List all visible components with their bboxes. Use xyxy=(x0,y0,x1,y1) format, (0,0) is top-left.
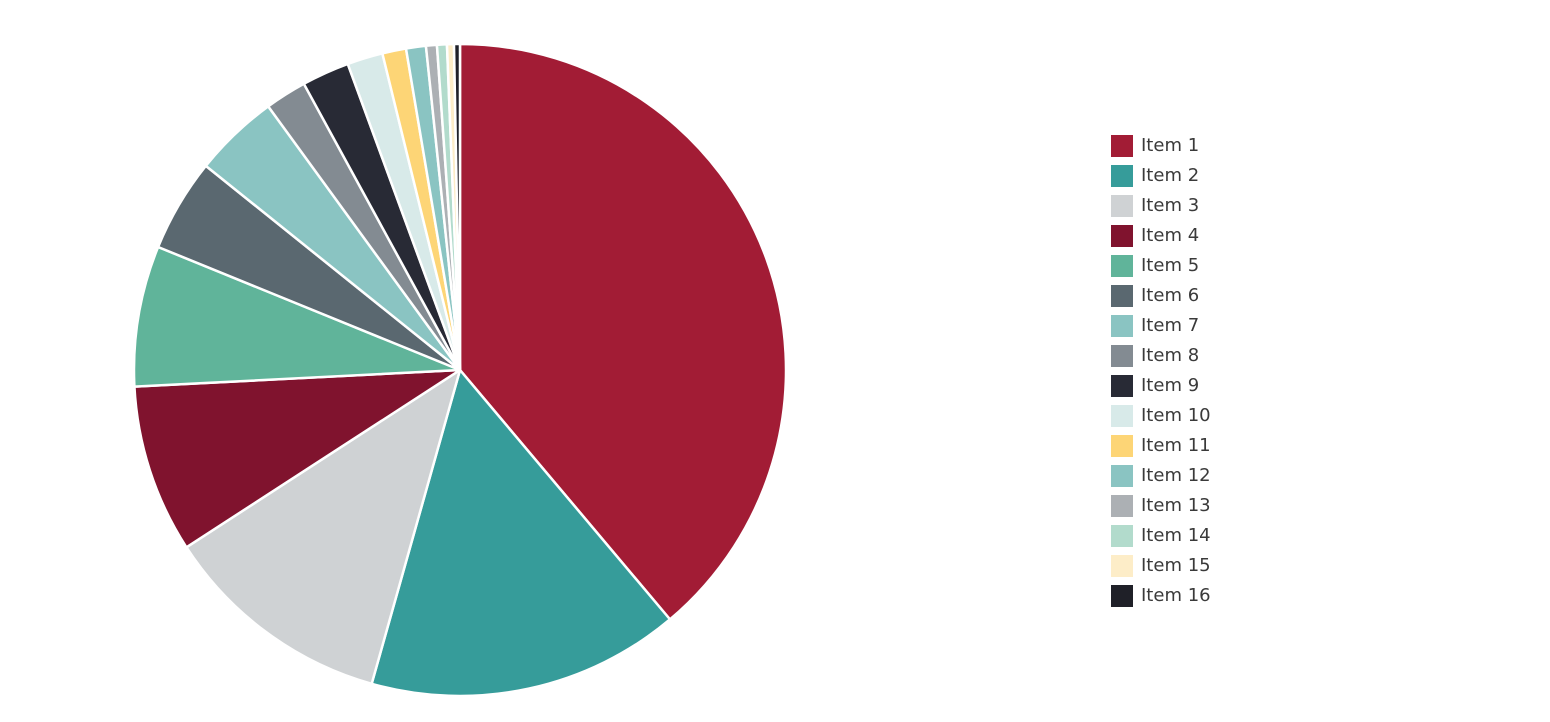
legend-label: Item 15 xyxy=(1141,555,1211,576)
legend-label: Item 3 xyxy=(1141,195,1200,216)
legend-label: Item 6 xyxy=(1141,285,1200,306)
legend-swatch xyxy=(1111,555,1133,577)
legend-label: Item 14 xyxy=(1141,525,1211,546)
legend-label: Item 13 xyxy=(1141,495,1211,516)
legend-label: Item 11 xyxy=(1141,435,1211,456)
chart-legend: Item 1 Item 2 Item 3 Item 4 Item 5 Item 6 Item… xyxy=(1111,131,1211,611)
legend-label: Item 10 xyxy=(1141,405,1211,426)
legend-swatch xyxy=(1111,315,1133,337)
legend-swatch xyxy=(1111,435,1133,457)
legend-item-6: Item 6 xyxy=(1111,281,1211,311)
legend-swatch xyxy=(1111,465,1133,487)
legend-label: Item 5 xyxy=(1141,255,1200,276)
legend-label: Item 4 xyxy=(1141,225,1200,246)
legend-item-4: Item 4 xyxy=(1111,221,1211,251)
pie-slice-1 xyxy=(458,42,788,621)
legend-swatch xyxy=(1111,195,1133,217)
legend-item-9: Item 9 xyxy=(1111,371,1211,401)
legend-item-2: Item 2 xyxy=(1111,161,1211,191)
legend-item-16: Item 16 xyxy=(1111,581,1211,611)
pie-slice-3 xyxy=(185,368,462,686)
legend-label: Item 12 xyxy=(1141,465,1211,486)
legend-swatch xyxy=(1111,585,1133,607)
legend-label: Item 7 xyxy=(1141,315,1200,336)
pie-slice-16 xyxy=(452,42,462,372)
legend-label: Item 2 xyxy=(1141,165,1200,186)
legend-label: Item 9 xyxy=(1141,375,1200,396)
legend-item-13: Item 13 xyxy=(1111,491,1211,521)
legend-swatch xyxy=(1111,225,1133,247)
legend-swatch xyxy=(1111,345,1133,367)
pie-slice-4 xyxy=(133,368,462,549)
legend-item-12: Item 12 xyxy=(1111,461,1211,491)
legend-item-11: Item 11 xyxy=(1111,431,1211,461)
legend-item-3: Item 3 xyxy=(1111,191,1211,221)
legend-swatch xyxy=(1111,375,1133,397)
legend-item-1: Item 1 xyxy=(1111,131,1211,161)
legend-swatch xyxy=(1111,165,1133,187)
legend-item-8: Item 8 xyxy=(1111,341,1211,371)
legend-swatch xyxy=(1111,255,1133,277)
legend-item-5: Item 5 xyxy=(1111,251,1211,281)
pie-slice-5 xyxy=(132,245,462,388)
pie-slice-2 xyxy=(370,368,672,698)
legend-swatch xyxy=(1111,135,1133,157)
legend-label: Item 16 xyxy=(1141,585,1211,606)
legend-item-15: Item 15 xyxy=(1111,551,1211,581)
legend-swatch xyxy=(1111,525,1133,547)
legend-label: Item 8 xyxy=(1141,345,1200,366)
legend-swatch xyxy=(1111,285,1133,307)
legend-item-7: Item 7 xyxy=(1111,311,1211,341)
legend-swatch xyxy=(1111,495,1133,517)
legend-swatch xyxy=(1111,405,1133,427)
legend-item-14: Item 14 xyxy=(1111,521,1211,551)
legend-label: Item 1 xyxy=(1141,135,1200,156)
legend-item-10: Item 10 xyxy=(1111,401,1211,431)
